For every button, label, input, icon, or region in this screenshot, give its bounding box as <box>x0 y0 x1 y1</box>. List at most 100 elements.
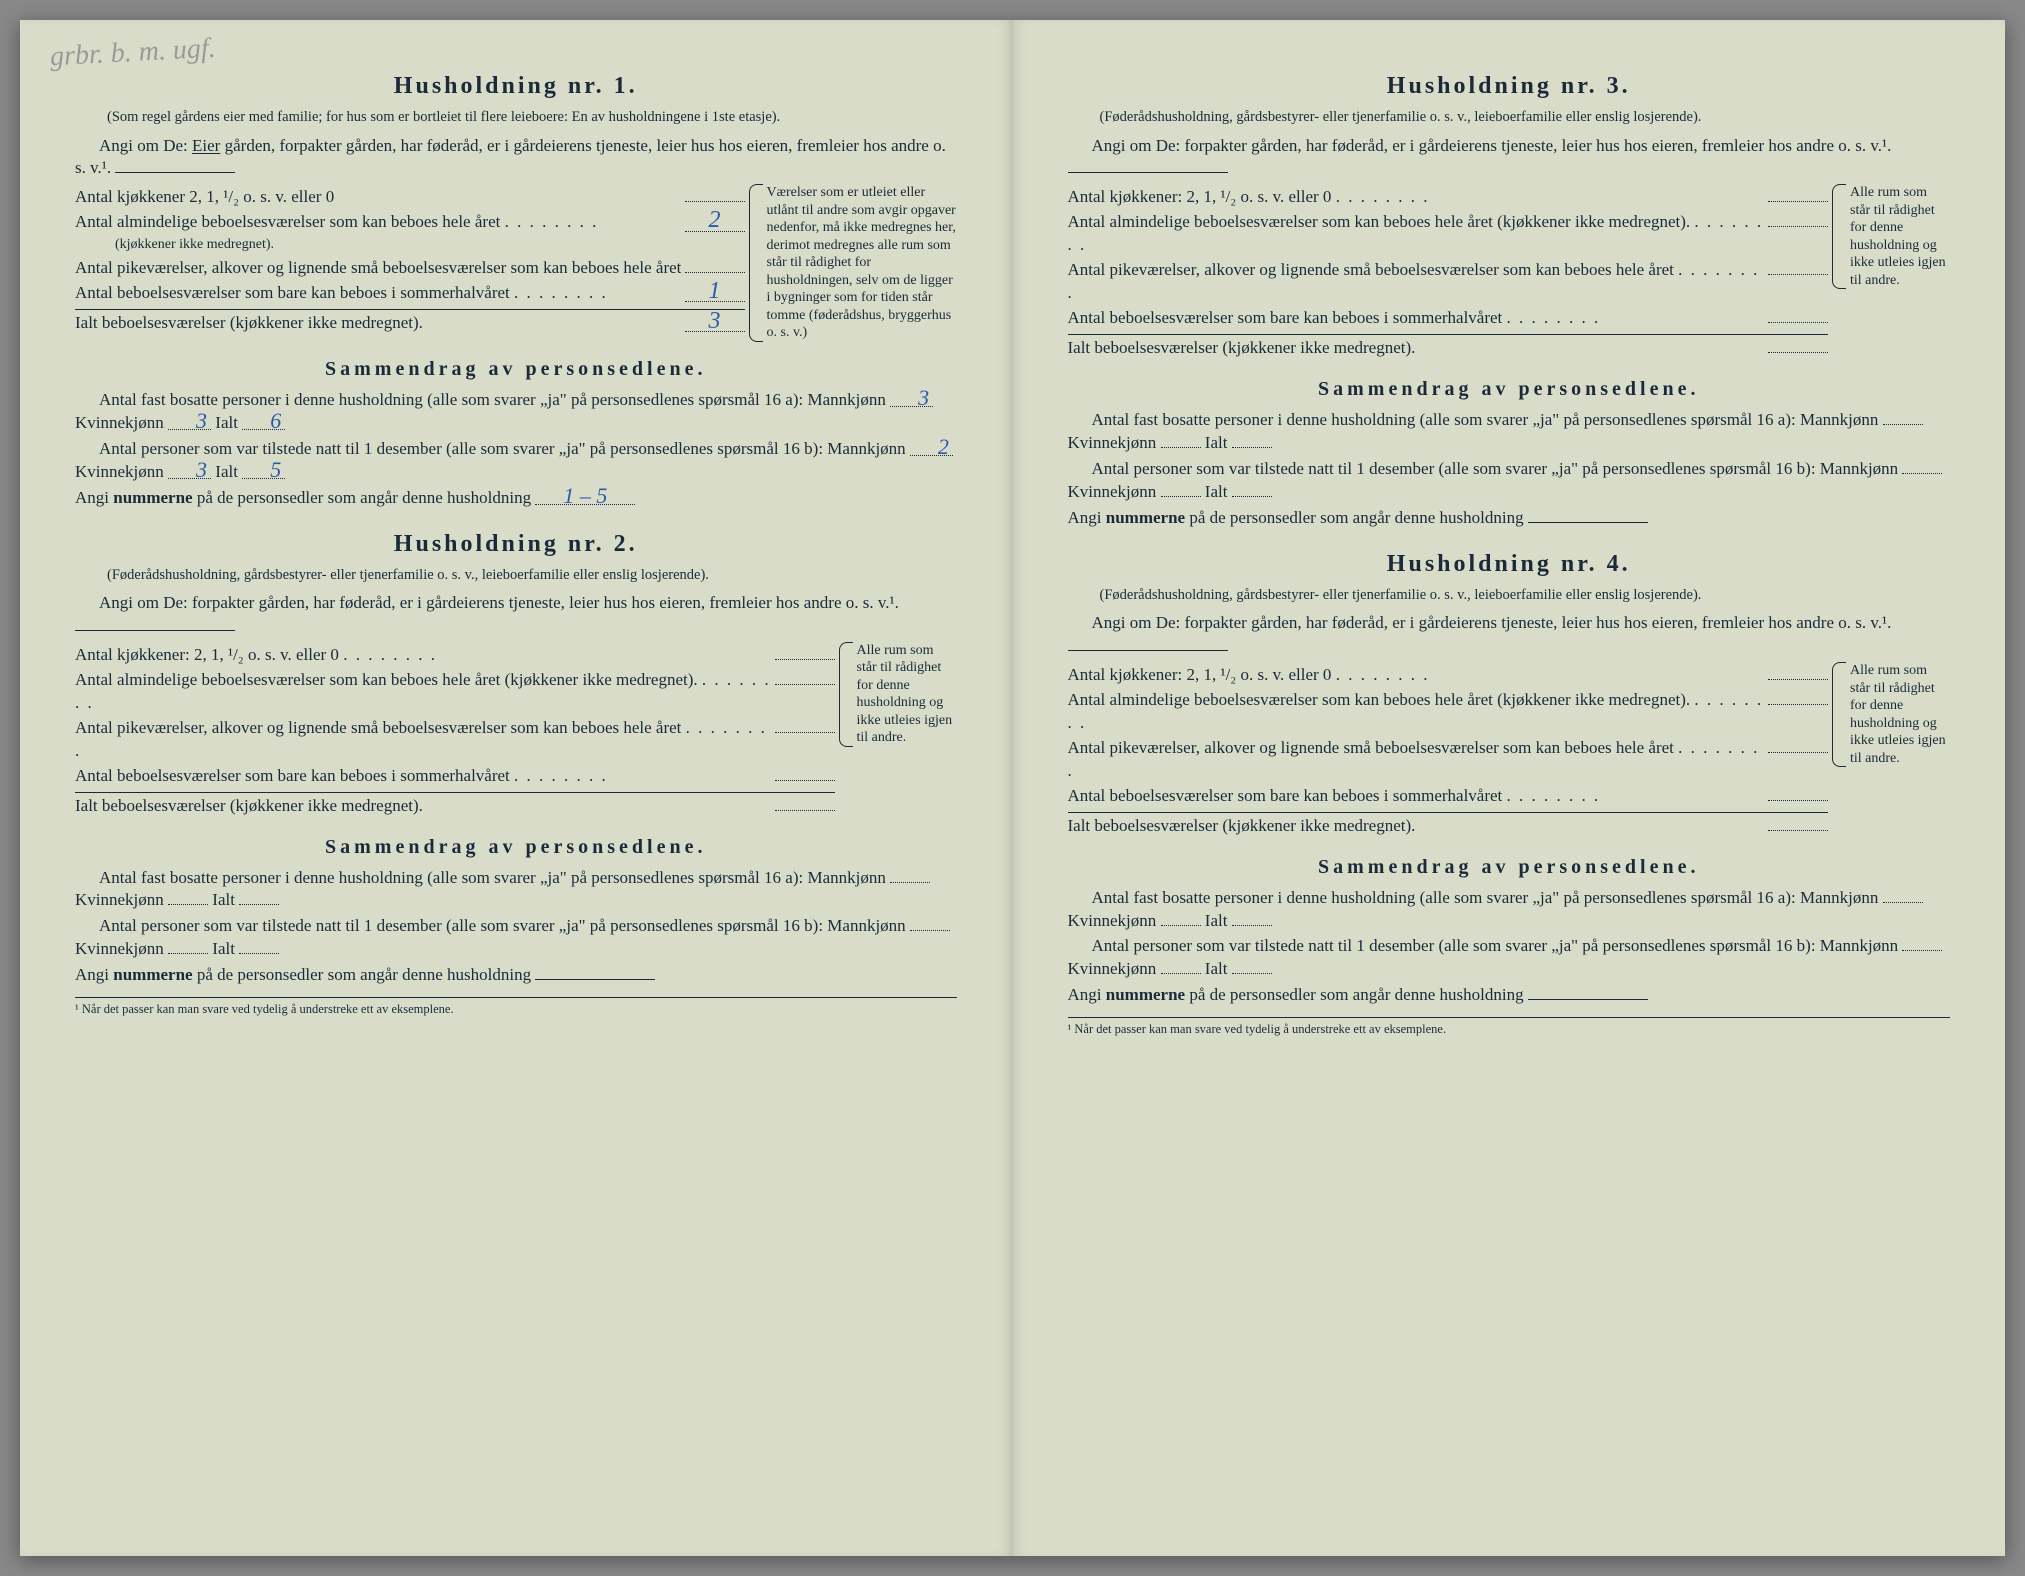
angi-blank <box>115 172 235 173</box>
til-k-4 <box>1161 973 1201 974</box>
household-2: Husholdning nr. 2. (Føderådshusholdning,… <box>75 528 957 1019</box>
kitchen-label: Antal kjøkkener 2, 1, ¹/₂ o. s. v. eller… <box>75 186 685 209</box>
fast-line: Antal fast bosatte personer i denne hush… <box>75 389 957 435</box>
summer-label-4: Antal beboelsesværelser som bare kan beb… <box>1068 785 1769 808</box>
total-row-4: Ialt beboelsesværelser (kjøkkener ikke m… <box>1068 812 1829 838</box>
hh3-title: Husholdning nr. 3. <box>1068 70 1951 102</box>
pike-row: Antal pikeværelser, alkover og lignende … <box>75 257 745 280</box>
nummer-val-2 <box>535 979 655 980</box>
hh4-side-note: Alle rum som står til rådighet for denne… <box>1840 662 1950 767</box>
kitchen-label-3: Antal kjøkkener: 2, 1, ¹/₂ o. s. v. elle… <box>1068 186 1769 209</box>
hh3-side-note: Alle rum som står til rådighet for denne… <box>1840 184 1950 289</box>
rooms-label-2: Antal almindelige beboelsesværelser som … <box>75 669 775 715</box>
pike-row-4: Antal pikeværelser, alkover og lignende … <box>1068 737 1829 783</box>
hh3-rooms-block: Antal kjøkkener: 2, 1, ¹/₂ o. s. v. elle… <box>1068 184 1951 362</box>
footnote-left: ¹ Når det passer kan man svare ved tydel… <box>75 997 957 1018</box>
fast-k-2 <box>168 904 208 905</box>
summer-row-3: Antal beboelsesværelser som bare kan beb… <box>1068 307 1829 330</box>
til-k-3 <box>1161 496 1201 497</box>
nummer-val-3 <box>1528 522 1648 523</box>
total-row-2: Ialt beboelsesværelser (kjøkkener ikke m… <box>75 792 835 818</box>
total-val-4 <box>1768 830 1828 831</box>
angi-blank-2 <box>75 630 235 631</box>
total-val: 3 <box>685 312 745 332</box>
fast-ialt-3 <box>1232 447 1272 448</box>
fast-line-4: Antal fast bosatte personer i denne hush… <box>1068 887 1951 933</box>
hh2-side-note: Alle rum som står til rådighet for denne… <box>847 642 957 747</box>
fast-m-4 <box>1883 902 1923 903</box>
kitchen-val-4 <box>1768 679 1828 680</box>
kitchen-row-3: Antal kjøkkener: 2, 1, ¹/₂ o. s. v. elle… <box>1068 186 1829 209</box>
fast-ialt-4 <box>1232 925 1272 926</box>
total-val-2 <box>775 810 835 811</box>
brace-icon-2 <box>839 642 853 747</box>
document-spread: grbr. b. m. ugf. Husholdning nr. 1. (Som… <box>20 20 2005 1556</box>
nummer-val: 1 – 5 <box>535 487 635 506</box>
summer-val: 1 <box>685 282 745 302</box>
fast-k-4 <box>1161 925 1201 926</box>
fast-k-3 <box>1161 447 1201 448</box>
summer-val-4 <box>1768 800 1828 801</box>
hh2-note: (Føderådshusholdning, gårdsbestyrer- ell… <box>75 566 957 584</box>
summer-row: Antal beboelsesværelser som bare kan beb… <box>75 282 745 305</box>
fast-k: 3 <box>168 412 211 431</box>
hh4-title: Husholdning nr. 4. <box>1068 548 1951 580</box>
hh1-rooms-main: Antal kjøkkener 2, 1, ¹/₂ o. s. v. eller… <box>75 184 745 337</box>
hh3-note: (Føderådshusholdning, gårdsbestyrer- ell… <box>1068 108 1951 126</box>
angi-blank-4 <box>1068 650 1228 651</box>
kitchen-val <box>685 201 745 202</box>
hh3-sammen-title: Sammendrag av personsedlene. <box>1068 376 1951 403</box>
rooms-val: 2 <box>685 211 745 231</box>
rooms-row-2: Antal almindelige beboelsesværelser som … <box>75 669 835 715</box>
rooms-row-3: Antal almindelige beboelsesværelser som … <box>1068 211 1829 257</box>
household-1: Husholdning nr. 1. (Som regel gårdens ei… <box>75 70 957 510</box>
eier-underlined: Eier <box>192 136 220 155</box>
pencil-annotation: grbr. b. m. ugf. <box>49 36 216 70</box>
kitchen-row-4: Antal kjøkkener: 2, 1, ¹/₂ o. s. v. elle… <box>1068 664 1829 687</box>
til-ialt-2 <box>239 953 279 954</box>
til-ialt-3 <box>1232 496 1272 497</box>
page-left: grbr. b. m. ugf. Husholdning nr. 1. (Som… <box>20 20 1013 1556</box>
total-val-3 <box>1768 352 1828 353</box>
fast-m-3 <box>1883 424 1923 425</box>
rooms-label-3: Antal almindelige beboelsesværelser som … <box>1068 211 1769 257</box>
hh4-sammen-title: Sammendrag av personsedlene. <box>1068 854 1951 881</box>
footnote-right: ¹ Når det passer kan man svare ved tydel… <box>1068 1017 1951 1038</box>
fast-m: 3 <box>890 389 933 408</box>
kitchen-row-2: Antal kjøkkener: 2, 1, ¹/₂ o. s. v. elle… <box>75 644 835 667</box>
total-row-3: Ialt beboelsesværelser (kjøkkener ikke m… <box>1068 334 1829 360</box>
total-row: Ialt beboelsesværelser (kjøkkener ikke m… <box>75 309 745 335</box>
hh1-title: Husholdning nr. 1. <box>75 70 957 102</box>
summer-label: Antal beboelsesværelser som bare kan beb… <box>75 282 685 305</box>
hh4-note: (Føderådshusholdning, gårdsbestyrer- ell… <box>1068 586 1951 604</box>
nummer-val-4 <box>1528 999 1648 1000</box>
tilstede-line: Antal personer som var tilstede natt til… <box>75 438 957 484</box>
til-m-3 <box>1902 473 1942 474</box>
summer-row-2: Antal beboelsesværelser som bare kan beb… <box>75 765 835 788</box>
hh4-angi: Angi om De: forpakter gården, har føderå… <box>1068 612 1951 658</box>
summer-label-2: Antal beboelsesværelser som bare kan beb… <box>75 765 775 788</box>
hh4-rooms-main: Antal kjøkkener: 2, 1, ¹/₂ o. s. v. elle… <box>1068 662 1829 840</box>
pike-val-3 <box>1768 274 1828 275</box>
fast-ialt-2 <box>239 904 279 905</box>
pike-label-4: Antal pikeværelser, alkover og lignende … <box>1068 737 1769 783</box>
rooms-row-4: Antal almindelige beboelsesværelser som … <box>1068 689 1829 735</box>
til-ialt: 5 <box>242 461 285 480</box>
rooms-sub: (kjøkkener ikke medregnet). <box>75 236 745 255</box>
nummer-line-3: Angi nummerne på de personsedler som ang… <box>1068 507 1951 530</box>
hh2-angi: Angi om De: forpakter gården, har føderå… <box>75 592 957 638</box>
hh1-sammen-title: Sammendrag av personsedlene. <box>75 356 957 383</box>
summer-row-4: Antal beboelsesværelser som bare kan beb… <box>1068 785 1829 808</box>
hh2-rooms-main: Antal kjøkkener: 2, 1, ¹/₂ o. s. v. elle… <box>75 642 835 820</box>
rooms-val-4 <box>1768 704 1828 705</box>
pike-val-2 <box>775 732 835 733</box>
kitchen-val-3 <box>1768 201 1828 202</box>
summer-label-3: Antal beboelsesværelser som bare kan beb… <box>1068 307 1769 330</box>
hh1-note: (Som regel gårdens eier med familie; for… <box>75 108 957 126</box>
pike-val <box>685 272 745 273</box>
hh1-rooms-block: Antal kjøkkener 2, 1, ¹/₂ o. s. v. eller… <box>75 184 957 342</box>
hh2-rooms-block: Antal kjøkkener: 2, 1, ¹/₂ o. s. v. elle… <box>75 642 957 820</box>
tilstede-line-4: Antal personer som var tilstede natt til… <box>1068 935 1951 981</box>
total-label: Ialt beboelsesværelser (kjøkkener ikke m… <box>75 312 685 335</box>
rooms-row: Antal almindelige beboelsesværelser som … <box>75 211 745 234</box>
